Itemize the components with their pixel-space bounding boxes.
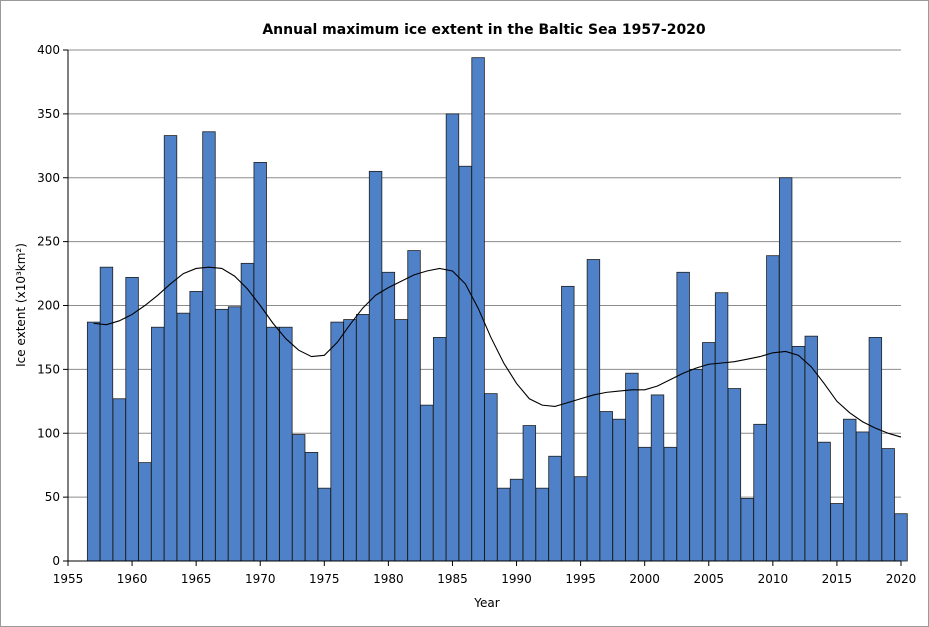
bar xyxy=(830,503,844,562)
y-tick-label: 200 xyxy=(37,299,60,313)
x-tick-label: 1970 xyxy=(245,572,276,586)
bar xyxy=(573,476,588,562)
x-tick-label: 1965 xyxy=(181,572,212,586)
bar xyxy=(381,271,396,562)
bar xyxy=(215,308,229,562)
bar xyxy=(356,314,370,562)
bar xyxy=(99,266,114,562)
bar xyxy=(650,394,665,562)
bar xyxy=(227,306,242,562)
bar xyxy=(714,292,729,562)
bar xyxy=(253,162,267,562)
bar xyxy=(317,487,331,562)
x-tick-label: 1980 xyxy=(373,572,404,586)
bar xyxy=(561,285,575,562)
bar xyxy=(612,418,626,562)
y-tick-label: 250 xyxy=(37,235,60,249)
y-tick-label: 0 xyxy=(52,554,60,568)
bar xyxy=(855,431,870,562)
x-tick-label: 1955 xyxy=(53,572,84,586)
trend-line xyxy=(93,266,902,438)
bar xyxy=(727,388,742,562)
bar xyxy=(497,487,511,562)
bar xyxy=(702,342,716,562)
bar xyxy=(202,131,216,562)
bar xyxy=(484,393,498,562)
x-tick-label: 1990 xyxy=(501,572,532,586)
bar xyxy=(163,135,178,562)
bar xyxy=(394,319,408,562)
bar-series xyxy=(86,57,908,562)
chart-title: Annual maximum ice extent in the Baltic … xyxy=(262,22,706,38)
bar xyxy=(420,404,434,562)
bar xyxy=(432,337,447,562)
x-tick-label: 2005 xyxy=(693,572,724,586)
bar xyxy=(548,455,562,562)
y-tick-label: 300 xyxy=(37,171,60,185)
bar xyxy=(522,425,537,562)
bar xyxy=(86,321,101,562)
bar xyxy=(343,319,357,562)
bar xyxy=(638,446,652,562)
bar xyxy=(791,345,806,562)
bar xyxy=(766,255,780,562)
bar xyxy=(625,372,639,562)
bar xyxy=(586,259,601,562)
bar xyxy=(689,368,703,562)
bar xyxy=(881,448,895,562)
bar xyxy=(458,165,472,562)
y-axis-ticks: 0 50 100 150 200 250 300 350 400 xyxy=(37,43,68,568)
x-tick-label: 1960 xyxy=(117,572,148,586)
trend-series xyxy=(93,266,902,438)
bar xyxy=(676,271,690,562)
bar xyxy=(304,452,319,562)
y-tick-label: 100 xyxy=(37,426,60,440)
bar xyxy=(189,291,203,562)
y-tick-label: 350 xyxy=(37,107,60,121)
bar xyxy=(266,326,280,562)
x-tick-label: 1995 xyxy=(565,572,596,586)
y-tick-label: 50 xyxy=(45,490,60,504)
bar xyxy=(509,478,524,562)
bar xyxy=(535,487,549,562)
x-tick-label: 2020 xyxy=(886,572,917,586)
bar xyxy=(740,497,754,562)
x-axis-ticks: 1955 1960 1965 1970 1975 1980 1985 1990 1995 2000… xyxy=(53,561,917,586)
bar xyxy=(176,312,191,562)
bar xyxy=(804,335,818,562)
bar xyxy=(445,113,460,562)
x-axis-label: Year xyxy=(473,596,499,610)
bar xyxy=(151,326,165,562)
x-tick-label: 2000 xyxy=(629,572,660,586)
bar xyxy=(407,250,421,562)
y-axis-label: Ice extent (x10³km²) xyxy=(14,243,28,367)
y-tick-label: 150 xyxy=(37,362,60,376)
bar xyxy=(599,411,613,562)
bar xyxy=(240,262,255,562)
bar xyxy=(138,462,152,562)
bar xyxy=(817,441,831,562)
bar xyxy=(291,434,306,562)
x-tick-label: 1975 xyxy=(309,572,340,586)
bar xyxy=(753,423,767,562)
y-tick-label: 400 xyxy=(37,43,60,57)
x-tick-label: 2015 xyxy=(822,572,853,586)
bar xyxy=(843,418,857,562)
bar xyxy=(125,276,139,562)
x-tick-label: 2010 xyxy=(758,572,789,586)
x-tick-label: 1985 xyxy=(437,572,468,586)
bar xyxy=(330,321,344,562)
bar xyxy=(112,398,126,562)
bar xyxy=(868,337,883,562)
bar xyxy=(894,513,908,562)
bar xyxy=(663,446,677,562)
bar xyxy=(279,326,293,562)
bar xyxy=(368,170,383,562)
bar xyxy=(778,177,793,562)
